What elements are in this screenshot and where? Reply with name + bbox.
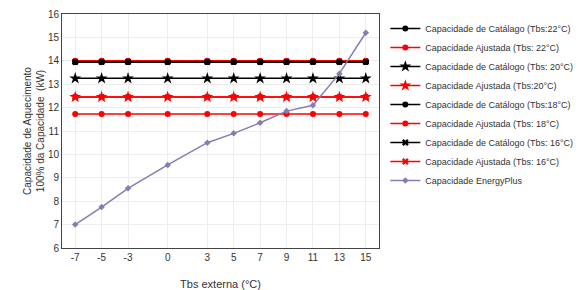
svg-text:Capacidade Ajustada (Tbs: 22°C: Capacidade Ajustada (Tbs: 22°C) bbox=[425, 43, 559, 53]
svg-text:12: 12 bbox=[48, 102, 60, 113]
svg-text:5: 5 bbox=[231, 252, 237, 263]
svg-text:11: 11 bbox=[49, 126, 60, 137]
svg-text:10: 10 bbox=[48, 149, 60, 160]
svg-text:6: 6 bbox=[53, 243, 59, 254]
svg-text:Capacidade de Catálogo (Tbs:18: Capacidade de Catálogo (Tbs:18°C) bbox=[425, 100, 570, 110]
svg-text:0: 0 bbox=[165, 252, 171, 263]
svg-text:16: 16 bbox=[48, 9, 60, 20]
svg-text:Capacidade Ajustada (Tbs:20°C): Capacidade Ajustada (Tbs:20°C) bbox=[425, 81, 556, 91]
svg-text:Capacidade EnergyPlus: Capacidade EnergyPlus bbox=[425, 176, 522, 186]
svg-text:7: 7 bbox=[53, 219, 59, 230]
svg-text:7: 7 bbox=[257, 252, 263, 263]
svg-text:-7: -7 bbox=[71, 252, 80, 263]
svg-text:15: 15 bbox=[48, 32, 60, 43]
svg-text:-3: -3 bbox=[124, 252, 133, 263]
svg-text:8: 8 bbox=[53, 196, 59, 207]
svg-text:Capacidade Ajustada (Tbs: 18°C: Capacidade Ajustada (Tbs: 18°C) bbox=[425, 119, 559, 129]
svg-text:Tbs externa (°C): Tbs externa (°C) bbox=[180, 278, 261, 290]
svg-text:13: 13 bbox=[48, 79, 60, 90]
svg-text:Capacidade de Aquecimento100%: Capacidade de Aquecimento100% da Capacid… bbox=[22, 67, 46, 195]
svg-text:15: 15 bbox=[360, 252, 372, 263]
svg-text:14: 14 bbox=[48, 55, 60, 66]
svg-text:Capacidade Ajustada (Tbs: 16°C: Capacidade Ajustada (Tbs: 16°C) bbox=[425, 157, 559, 167]
svg-text:Capacidade de Catálogo (Tbs: 1: Capacidade de Catálogo (Tbs: 16°C) bbox=[425, 138, 573, 148]
svg-text:Capacidade de Catálogo (Tbs: 2: Capacidade de Catálogo (Tbs: 20°C) bbox=[425, 62, 573, 72]
svg-text:9: 9 bbox=[53, 172, 59, 183]
svg-text:13: 13 bbox=[334, 252, 346, 263]
svg-text:11: 11 bbox=[308, 252, 319, 263]
svg-text:Capacidade de Catálago (Tbs:22: Capacidade de Catálago (Tbs:22°C) bbox=[425, 24, 570, 34]
svg-text:-5: -5 bbox=[97, 252, 106, 263]
svg-text:9: 9 bbox=[284, 252, 290, 263]
svg-text:3: 3 bbox=[205, 252, 211, 263]
